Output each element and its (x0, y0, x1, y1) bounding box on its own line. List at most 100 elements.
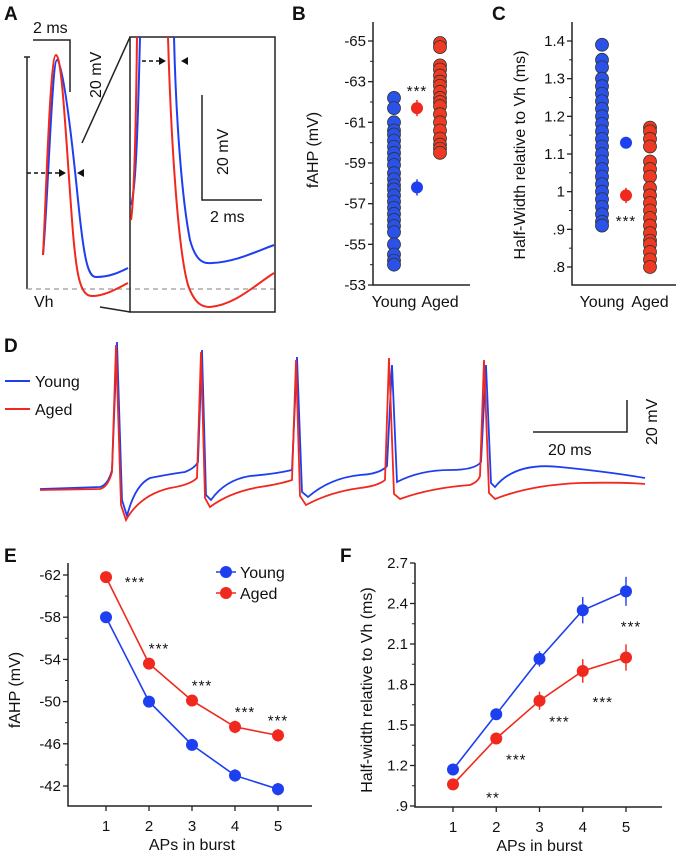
panel-b: B -65 -63 -61 -59 -57 -55 -53 fAHP (mV) Young Aged… (292, 4, 470, 311)
y-tick-label: 1 (557, 184, 565, 201)
panel-a: A 2 ms 20 mV Vh 20 mV 2 ms (4, 4, 276, 313)
panel-letter-f: F (340, 546, 352, 567)
data-point (620, 651, 632, 664)
legend-marker-aged (220, 587, 232, 599)
y-tick-label: -42 (39, 778, 61, 795)
panel-f: F 2.7 2.4 2.1 1.8 1.5 1.2 .9 Half-width relative… (340, 546, 662, 853)
series-aged (447, 644, 632, 791)
y-tick-label: -58 (39, 609, 61, 626)
legend-label-young: Young (240, 565, 285, 582)
x-axis-label: APs in burst (149, 837, 236, 853)
y-tick-label: 1.8 (387, 677, 408, 694)
legend-label-aged: Aged (240, 586, 277, 603)
data-point (272, 783, 284, 796)
data-point (387, 225, 401, 240)
inset-scale-time-label: 2 ms (210, 209, 245, 226)
y-tick-label: .9 (395, 798, 408, 815)
data-point (643, 260, 657, 274)
data-point (620, 585, 632, 598)
data-point (143, 695, 155, 708)
significance-label: *** (506, 752, 527, 769)
panel-d: D Young Aged 20 ms 20 mV (4, 336, 661, 523)
significance-label: *** (268, 712, 289, 729)
x-axis-label: APs in burst (496, 838, 583, 853)
x-tick-label: 5 (622, 819, 630, 836)
series-line (452, 590, 627, 771)
panel-letter-b: B (292, 4, 306, 25)
panel-letter-c: C (492, 4, 506, 25)
data-point (433, 145, 447, 160)
mean-marker (411, 181, 423, 194)
series-aged (411, 36, 447, 160)
x-tick-label: 3 (535, 819, 543, 836)
x-tick-label: 2 (145, 818, 153, 835)
significance-label: *** (616, 213, 637, 230)
x-tick-label: 1 (102, 818, 110, 835)
y-tick-label: -46 (39, 736, 61, 753)
data-point (100, 571, 112, 584)
data-point (272, 729, 284, 742)
data-point (433, 40, 447, 54)
data-point (229, 720, 241, 733)
panel-e: E -62 -58 -54 -50 -46 -42 fAHP (mV) 1 2 3 4 5 APs in … (4, 546, 312, 853)
y-tick-label: -62 (39, 567, 61, 584)
data-point (143, 657, 155, 670)
data-point (533, 694, 546, 707)
series-young (447, 576, 632, 776)
series-young (387, 91, 423, 272)
panel-c: C 1.4 1.3 1.2 1.1 1 .9 .8 Half-Width relative to… (492, 4, 676, 311)
significance-label: *** (621, 619, 642, 636)
legend-marker-young (220, 566, 232, 578)
series-aged (620, 120, 657, 274)
y-tick-label: -55 (344, 236, 366, 253)
y-tick-label: .8 (552, 259, 565, 276)
zoom-connector-lines (81, 36, 131, 313)
axes (571, 22, 676, 286)
significance-label: *** (125, 574, 146, 591)
significance-label: *** (192, 678, 213, 695)
x-tick-label: 5 (274, 818, 282, 835)
y-tick-label: -57 (344, 196, 366, 213)
inset: 20 mV 2 ms (130, 36, 275, 309)
trace-aged-a (42, 53, 129, 298)
series-line (452, 656, 627, 785)
x-tick-label: 4 (231, 818, 239, 835)
vh-label: Vh (34, 294, 54, 311)
legend-label-young: Young (35, 374, 80, 391)
y-tick-label: -59 (344, 155, 366, 172)
data-point (186, 694, 198, 707)
scale-time-label-d: 20 ms (548, 442, 592, 459)
data-point (490, 708, 503, 721)
y-tick-label: 1.3 (544, 71, 565, 88)
y-tick-label: -61 (344, 114, 366, 131)
trace-young-d (39, 341, 646, 520)
inset-trace-aged (130, 36, 275, 309)
x-category-label-young: Young (372, 294, 417, 311)
scale-voltage-label: 20 mV (88, 51, 105, 98)
y-tick-label: -53 (344, 277, 366, 294)
x-category-label-aged: Aged (421, 294, 458, 311)
data-point (229, 769, 241, 782)
inset-scale-voltage-label: 20 mV (215, 128, 232, 175)
y-tick-label: 2.1 (387, 636, 408, 653)
x-tick-label: 4 (579, 819, 587, 836)
y-tick-label: -65 (344, 33, 366, 50)
x-tick-label: 1 (449, 819, 457, 836)
panel-letter-e: E (4, 546, 17, 567)
inset-scale-bar (201, 95, 262, 201)
significance-label: ** (486, 789, 500, 806)
y-tick-label: 1.4 (544, 33, 565, 50)
y-tick-label: 2.7 (387, 555, 408, 572)
data-point (595, 218, 609, 233)
legend-label-aged: Aged (35, 402, 72, 419)
data-point (490, 732, 503, 745)
data-point (576, 604, 589, 617)
trace-aged-d (39, 344, 646, 523)
significance-label: *** (235, 704, 256, 721)
x-tick-label: 3 (188, 818, 196, 835)
data-point (186, 738, 198, 751)
y-tick-label: 1.1 (544, 146, 565, 163)
y-tick-label: .9 (552, 221, 565, 238)
inset-box (129, 36, 276, 313)
y-axis-label: Half-Width relative to Vh (ms) (512, 51, 529, 260)
